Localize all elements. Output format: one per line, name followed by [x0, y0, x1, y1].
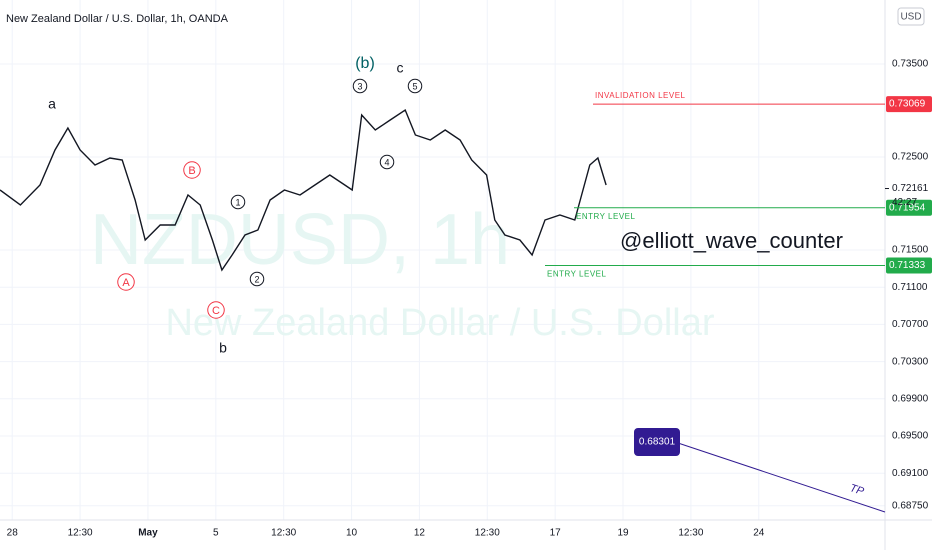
y-tick-label: 0.70300 [892, 356, 929, 367]
x-tick-label: 10 [346, 528, 358, 539]
level-tag [886, 199, 932, 216]
wave-label: 1 [235, 197, 240, 207]
wave-circle [379, 154, 395, 170]
x-tick-label: 17 [550, 528, 562, 539]
wave-label: C [212, 305, 220, 317]
level-value: 0.73069 [889, 99, 926, 110]
author: @elliott_wave_counter [620, 228, 843, 253]
x-tick-label: 12:30 [678, 528, 703, 539]
y-tick-label: 0.73500 [892, 59, 929, 70]
level-tag [886, 257, 932, 274]
wave-circle [117, 273, 135, 291]
wave-label: 5 [412, 81, 417, 91]
y-tick-label: 0.68750 [892, 500, 929, 511]
x-tick-label: 28 [7, 528, 19, 539]
level-name: ENTRY LEVEL [547, 270, 607, 279]
level-value: 0.71333 [889, 260, 926, 271]
y-tick-label: 0.70700 [892, 319, 929, 330]
price-line [0, 108, 607, 272]
x-tick-label: 12:30 [475, 528, 500, 539]
wave-circle [230, 194, 246, 210]
target-line [677, 442, 886, 513]
wave-circle [183, 161, 201, 179]
y-tick-label: 0.69500 [892, 431, 929, 442]
wave-label: 3 [357, 81, 362, 91]
wave-label: c [397, 60, 404, 76]
wave-label: 2 [254, 274, 259, 284]
x-tick-label: 19 [617, 528, 629, 539]
x-tick-label: 5 [213, 528, 219, 539]
current-price: 0.72161 [892, 183, 929, 194]
x-tick-label: 24 [753, 528, 765, 539]
wave-label: b [219, 340, 227, 356]
x-tick-label: 12 [414, 528, 426, 539]
wave-label: 4 [384, 157, 389, 167]
grid [0, 0, 885, 520]
watermark: NZDUSD, 1h [90, 200, 510, 280]
wave-circle [407, 78, 423, 94]
level-tag [886, 96, 932, 113]
y-tick-label: 0.71100 [892, 282, 928, 293]
countdown: 42:27 [892, 197, 917, 208]
currency[interactable]: USD [900, 12, 921, 23]
wave-circle [207, 301, 225, 319]
x-tick-label: May [138, 528, 158, 539]
level-name: ENTRY LEVEL [576, 212, 636, 221]
watermark-sub: New Zealand Dollar / U.S. Dollar [165, 302, 714, 344]
x-tick-label: 12:30 [68, 528, 93, 539]
y-tick-label: 0.71500 [892, 245, 929, 256]
level-value: 0.71954 [889, 202, 926, 213]
target-value: 0.68301 [639, 437, 676, 448]
target-tag [634, 428, 680, 456]
wave-label: (b) [355, 55, 375, 72]
wave-label: B [188, 165, 195, 177]
currency-button[interactable] [897, 7, 925, 26]
wave-circle [352, 78, 368, 94]
wave-label: a [48, 96, 56, 112]
chart-title: New Zealand Dollar / U.S. Dollar, 1h, OA… [6, 13, 229, 25]
y-tick-label: 0.69100 [892, 468, 929, 479]
level-name: INVALIDATION LEVEL [595, 91, 686, 100]
target-label: TP [848, 482, 866, 498]
wave-label: A [122, 277, 130, 289]
y-tick-label: 0.69900 [892, 393, 929, 404]
y-tick-label: 0.72500 [892, 152, 929, 163]
x-tick-label: 12:30 [271, 528, 296, 539]
wave-circle [249, 271, 265, 287]
